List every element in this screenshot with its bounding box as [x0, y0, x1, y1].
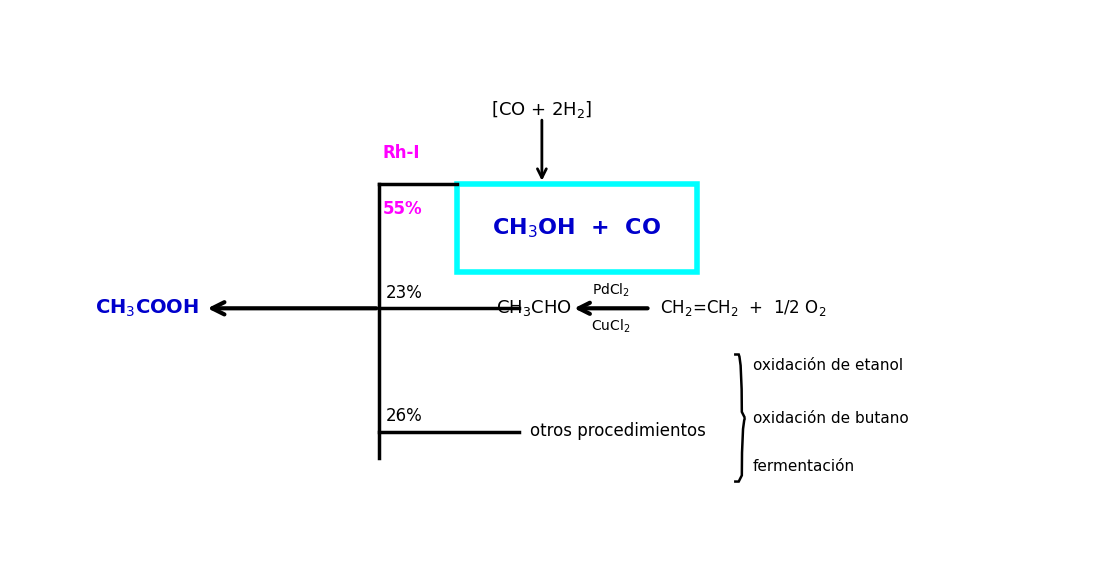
Text: fermentación: fermentación: [752, 459, 854, 474]
Text: [CO + 2H$_2$]: [CO + 2H$_2$]: [491, 99, 592, 120]
Bar: [457, 183, 697, 272]
Text: oxidación de butano: oxidación de butano: [752, 411, 909, 426]
Text: PdCl$_2$: PdCl$_2$: [592, 282, 630, 299]
Text: CH$_3$OH  +  CO: CH$_3$OH + CO: [492, 216, 661, 240]
Text: Rh-I: Rh-I: [383, 144, 420, 162]
Text: CH$_3$CHO: CH$_3$CHO: [497, 298, 572, 318]
Text: otros procedimientos: otros procedimientos: [530, 422, 707, 440]
Text: CH$_2$=CH$_2$  +  1/2 O$_2$: CH$_2$=CH$_2$ + 1/2 O$_2$: [660, 298, 825, 318]
Text: CuCl$_2$: CuCl$_2$: [591, 317, 631, 335]
Text: 55%: 55%: [383, 201, 422, 219]
Text: 23%: 23%: [386, 284, 422, 302]
Text: 26%: 26%: [386, 407, 422, 425]
Text: oxidación de etanol: oxidación de etanol: [752, 358, 903, 374]
Text: CH$_3$COOH: CH$_3$COOH: [96, 298, 199, 319]
